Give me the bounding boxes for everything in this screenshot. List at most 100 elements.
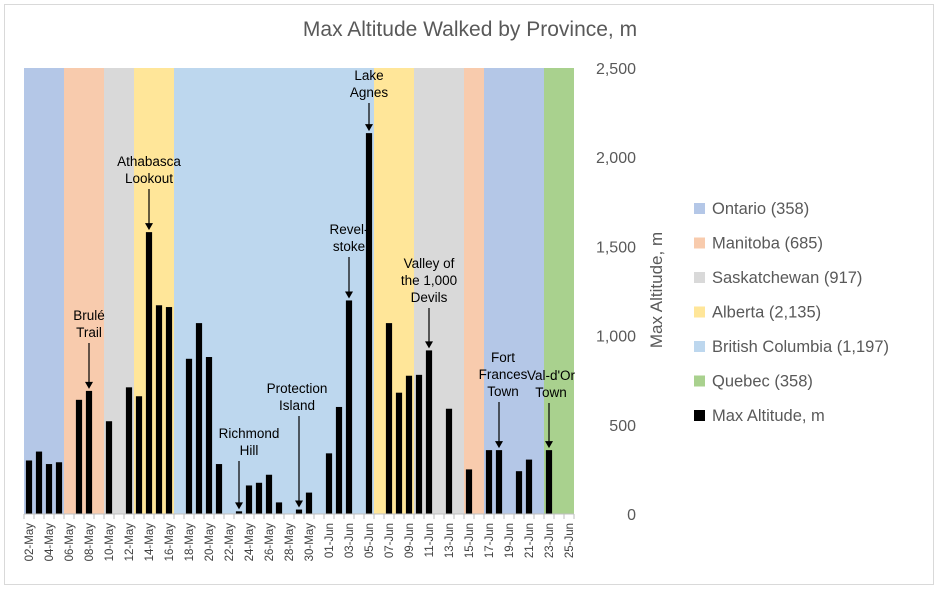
- annotation-arrow-head: [425, 341, 433, 349]
- annotation-label: Island: [279, 398, 315, 413]
- annotation-label: Frances: [479, 367, 528, 382]
- band-manitoba: [464, 68, 484, 514]
- bar-14-May: [145, 232, 153, 515]
- x-tick-label: 04-May: [44, 523, 56, 562]
- annotation-label: Town: [487, 384, 519, 399]
- x-tick-label: 02-May: [24, 523, 36, 562]
- altitude-bars: [25, 133, 553, 515]
- bar-19-May: [195, 323, 203, 514]
- annotation-label: Lake: [354, 68, 383, 83]
- x-tick-label: 14-May: [144, 523, 156, 562]
- chart-title: Max Altitude Walked by Province, m: [302, 18, 638, 41]
- annotation-label: stoke: [333, 239, 365, 254]
- band-ontario: [24, 68, 64, 514]
- x-tick-label: 17-Jun: [484, 523, 496, 558]
- x-tick-label: 30-May: [304, 523, 316, 562]
- bar-05-May: [55, 462, 63, 514]
- band-saskatchewan: [414, 68, 464, 514]
- annotation-label: Brulé: [73, 308, 105, 323]
- y-axis-label: Max Altitude, m: [647, 232, 666, 348]
- x-tick-label: 28-May: [284, 523, 296, 562]
- legend-swatch: [694, 237, 705, 249]
- legend-swatch: [694, 272, 705, 283]
- x-tick-label: 24-May: [244, 523, 256, 562]
- legend-label: Alberta (2,135): [712, 304, 821, 322]
- bar-20-Jun: [515, 471, 523, 514]
- legend-label: Saskatchewan (917): [712, 269, 862, 287]
- bar-15-Jun: [465, 469, 473, 514]
- annotation-arrow-head: [235, 502, 243, 510]
- annotation-arrow-head: [85, 381, 93, 389]
- x-tick-label: 19-Jun: [504, 523, 516, 558]
- annotation-arrow-head: [495, 441, 503, 449]
- annotation-label: Trail: [76, 325, 102, 340]
- bar-21-Jun: [525, 459, 533, 514]
- x-tick-label: 18-May: [184, 523, 196, 562]
- bar-13-May: [135, 396, 143, 514]
- bar-05-Jun: [365, 133, 373, 514]
- bar-15-May: [155, 305, 163, 514]
- bar-03-Jun: [345, 300, 353, 514]
- bar-20-May: [205, 357, 213, 514]
- band-ontario: [484, 68, 544, 514]
- bar-26-May: [265, 474, 273, 514]
- x-tick-label: 23-Jun: [544, 523, 556, 558]
- bar-07-Jun: [385, 323, 393, 514]
- x-tick-label: 15-Jun: [464, 523, 476, 558]
- x-tick-label: 10-May: [104, 523, 116, 562]
- bar-12-May: [125, 387, 133, 514]
- bar-30-May: [305, 492, 313, 514]
- legend-swatch: [694, 410, 705, 421]
- annotation-label: Protection: [267, 381, 328, 396]
- annotation-label: Val-d'Or: [527, 368, 576, 383]
- x-tick-label: 05-Jun: [364, 523, 376, 558]
- x-tick-label: 25-Jun: [564, 523, 576, 558]
- x-tick-label: 22-May: [224, 523, 236, 562]
- bar-21-May: [215, 464, 223, 514]
- legend: Ontario (358) Manitoba (685) Saskatchewan …: [694, 200, 889, 425]
- bar-11-Jun: [425, 350, 433, 514]
- bar-24-May: [245, 485, 253, 514]
- bar-29-May: [295, 509, 303, 514]
- annotation-label: Revel-: [329, 222, 368, 237]
- x-tick-label: 07-Jun: [384, 523, 396, 558]
- y-tick-label: 2,000: [596, 150, 636, 167]
- bar-18-May: [185, 358, 193, 514]
- annotation-label: Athabasca: [117, 154, 181, 169]
- legend-label: British Columbia (1,197): [712, 338, 889, 356]
- annotation-label: Devils: [411, 290, 448, 305]
- y-tick-label: 2,500: [596, 61, 636, 78]
- bar-16-May: [165, 307, 173, 514]
- y-tick-label: 1,000: [596, 329, 636, 346]
- bar-02-Jun: [335, 406, 343, 514]
- x-tick-label: 16-May: [164, 523, 176, 562]
- x-tick-label: 12-May: [124, 523, 136, 562]
- x-tick-label: 06-May: [64, 523, 76, 562]
- annotation-label: Agnes: [350, 85, 389, 100]
- bar-25-May: [255, 482, 263, 514]
- x-tick-label: 26-May: [264, 523, 276, 562]
- annotation-label: Lookout: [125, 171, 173, 186]
- y-tick-label: 500: [609, 418, 636, 435]
- x-tick-label: 01-Jun: [324, 523, 336, 558]
- bar-10-May: [105, 421, 113, 514]
- legend-label: Max Altitude, m: [712, 407, 825, 425]
- bar-27-May: [275, 502, 283, 514]
- bar-03-May: [35, 451, 43, 514]
- x-tick-label: 11-Jun: [424, 523, 436, 557]
- x-tick-label: 08-May: [84, 523, 96, 562]
- y-axis: 0 500 1,000 1,500 2,000 2,500: [596, 61, 636, 524]
- bar-17-Jun: [485, 450, 493, 514]
- annotation-arrow-head: [545, 441, 553, 449]
- annotations: Brulé Trail Athabasca Lookout Richmond Hill Pr…: [73, 68, 576, 510]
- annotation-label: Hill: [240, 443, 259, 458]
- annotation-arrow-head: [365, 124, 373, 132]
- annotation-arrow-head: [145, 223, 153, 231]
- bar-01-Jun: [325, 453, 333, 514]
- legend-swatch: [694, 306, 705, 318]
- legend-label: Ontario (358): [712, 200, 809, 218]
- bar-23-May: [235, 511, 243, 514]
- legend-swatch: [694, 341, 705, 352]
- y-tick-label: 0: [627, 507, 636, 524]
